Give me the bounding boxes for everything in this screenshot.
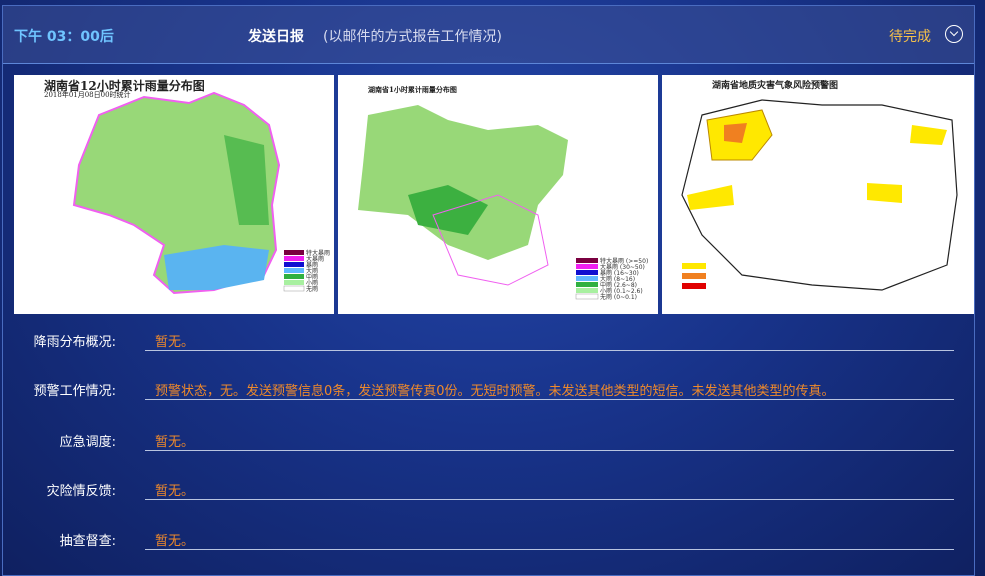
daily-report-panel: 下午 03：00后 发送日报 (以邮件的方式报告工作情况) 待完成 湖南省12小… (2, 5, 975, 576)
inspection-row: 抽查督查: 暂无。 (3, 525, 974, 555)
rain-1h-map-image: 湖南省1小时累计雨量分布图 特大暴雨 (>=50) 大暴雨 (30~50) 暴雨… (338, 75, 658, 314)
legend-label: 无雨 (0~0.1) (600, 294, 637, 301)
divider (145, 549, 954, 550)
field-value[interactable]: 暂无。 (155, 534, 195, 549)
status-label: 待完成 (889, 29, 931, 45)
field-label: 抽查督查: (59, 534, 116, 549)
map-graphic (681, 99, 958, 291)
field-value[interactable]: 预警状态，无。发送预警信息0条，发送预警传真0份。无短时预警。未发送其他类型的短… (155, 384, 835, 399)
divider (145, 499, 954, 500)
divider (145, 350, 954, 351)
map-graphic: 特大暴雨 大暴雨 暴雨 大雨 中雨 小雨 无雨 (72, 91, 330, 295)
legend-label: 小雨 (306, 279, 318, 287)
map-graphic: 特大暴雨 (>=50) 大暴雨 (30~50) 暴雨 (16~30) 大雨 (8… (358, 105, 648, 301)
field-label: 灾险情反馈: (46, 484, 116, 499)
legend-label: 特大暴雨 (>=50) (600, 257, 648, 265)
legend-label: 特大暴雨 (306, 249, 330, 257)
legend-label: 大暴雨 (30~50) (600, 263, 645, 271)
map-title: 湖南省12小时累计雨量分布图 (44, 79, 205, 93)
legend-label: 中雨 (306, 273, 318, 281)
legend-label: 大雨 (306, 267, 318, 275)
schedule-time: 下午 03：00后 (14, 29, 114, 45)
map-title: 湖南省地质灾害气象风险预警图 (712, 81, 839, 91)
field-label: 预警工作情况: (33, 384, 116, 399)
divider (145, 450, 954, 451)
disaster-feedback-row: 灾险情反馈: 暂无。 (3, 475, 974, 505)
field-label: 应急调度: (59, 435, 116, 450)
legend-label: 无雨 (306, 286, 318, 293)
legend-label: 大雨 (8~16) (600, 275, 635, 283)
emergency-dispatch-row: 应急调度: 暂无。 (3, 426, 974, 456)
legend-label: 暴雨 (306, 262, 318, 269)
legend-label: 小雨 (0.1~2.6) (600, 287, 643, 295)
legend-label: 大暴雨 (306, 255, 324, 263)
geohazard-warning-map-image: 湖南省地质灾害气象风险预警图 (662, 75, 974, 314)
rain-12h-map-image: 湖南省12小时累计雨量分布图 2018年01月08日00时统计 特大暴雨 大暴雨… (14, 75, 334, 314)
field-label: 降雨分布概况: (33, 335, 116, 350)
divider (145, 399, 954, 400)
task-title: 发送日报 (248, 29, 304, 45)
warning-work-row: 预警工作情况: 预警状态，无。发送预警信息0条，发送预警传真0份。无短时预警。未发… (3, 375, 974, 405)
field-value[interactable]: 暂无。 (155, 435, 195, 450)
chevron-down-icon[interactable] (945, 25, 963, 43)
legend-label: 中雨 (2.6~8) (600, 281, 637, 289)
field-value[interactable]: 暂无。 (155, 335, 195, 350)
field-value[interactable]: 暂无。 (155, 484, 195, 499)
map-title: 湖南省1小时累计雨量分布图 (368, 85, 457, 94)
panel-header[interactable]: 下午 03：00后 发送日报 (以邮件的方式报告工作情况) 待完成 (3, 6, 974, 64)
rainfall-summary-row: 降雨分布概况: 暂无。 (3, 326, 974, 356)
legend-label: 暴雨 (16~30) (600, 270, 639, 277)
map-subtitle: 2018年01月08日00时统计 (44, 91, 131, 99)
task-subtitle: (以邮件的方式报告工作情况) (323, 29, 502, 45)
